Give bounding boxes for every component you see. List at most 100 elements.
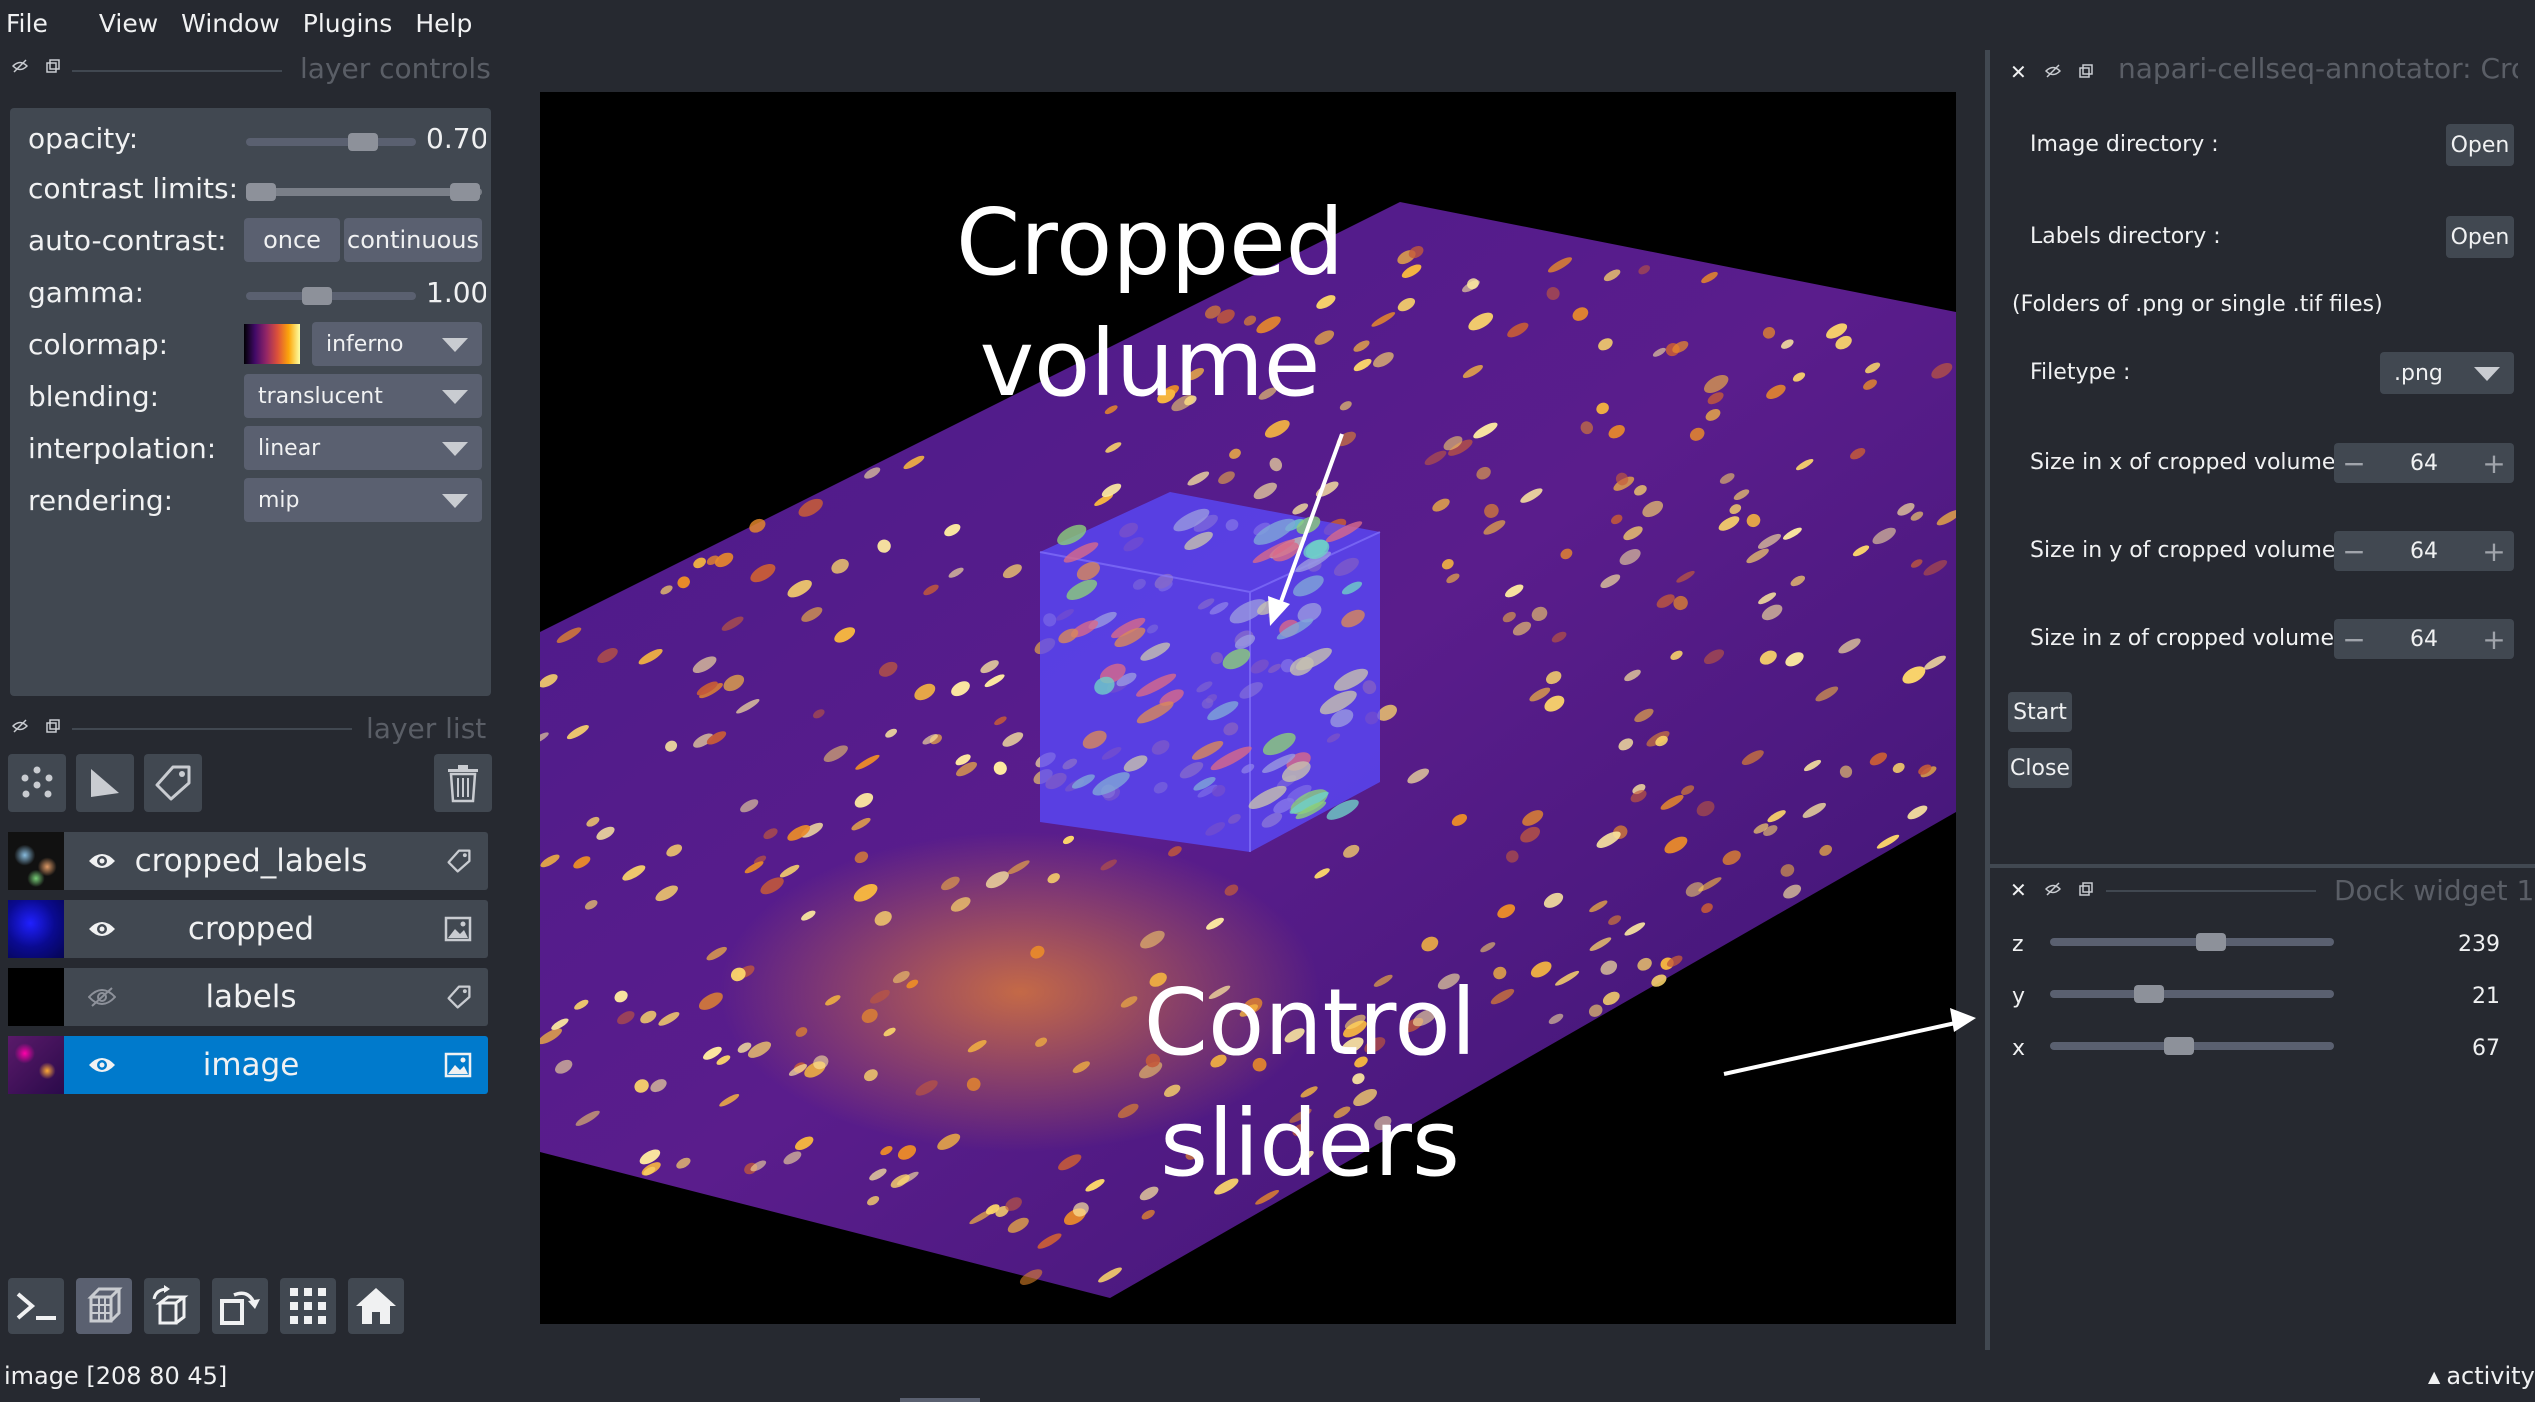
grid-view-button[interactable] (280, 1278, 336, 1334)
new-shapes-layer-button[interactable] (76, 754, 134, 812)
float-dock-icon[interactable] (2079, 63, 2093, 82)
opacity-slider[interactable] (246, 138, 416, 146)
menu-help[interactable]: Help (415, 8, 473, 38)
size-z-spinbox[interactable]: − 64 + (2334, 619, 2514, 659)
size-y-spinbox[interactable]: − 64 + (2334, 531, 2514, 571)
nucleus-blob (950, 897, 971, 912)
eye-off-icon[interactable] (88, 987, 116, 1007)
eye-icon[interactable] (88, 919, 116, 939)
rendering-select[interactable]: mip (244, 478, 482, 522)
blending-select[interactable]: translucent (244, 374, 482, 418)
contrast-min-handle[interactable] (246, 183, 276, 201)
float-dock-icon[interactable] (46, 58, 60, 77)
layer-row-cropped[interactable]: cropped (8, 900, 488, 958)
plus-icon[interactable]: + (2482, 446, 2506, 480)
opacity-slider-handle[interactable] (348, 133, 378, 151)
nucleus-blob (1343, 1020, 1367, 1038)
viewer-canvas[interactable]: Cropped volume Control sliders (540, 92, 1956, 1324)
eye-icon[interactable] (88, 1055, 116, 1075)
size-z-label: Size in z of cropped volume : (2030, 626, 2349, 651)
nucleus-blob (693, 733, 714, 748)
menu-view[interactable]: View (98, 8, 159, 38)
contrast-limits-slider[interactable] (246, 188, 482, 196)
resize-grip[interactable] (900, 1398, 980, 1402)
transpose-dimensions-button[interactable] (212, 1278, 268, 1334)
z-slider[interactable] (2050, 938, 2334, 946)
menu-window[interactable]: Window (181, 8, 280, 38)
open-image-directory-button[interactable]: Open (2446, 124, 2514, 166)
chevron-down-icon (442, 494, 468, 508)
minus-icon[interactable]: − (2342, 446, 2366, 480)
new-labels-layer-button[interactable] (144, 754, 202, 812)
close-button[interactable]: Close (2008, 748, 2072, 788)
reset-view-button[interactable] (348, 1278, 404, 1334)
y-slider[interactable] (2050, 990, 2334, 998)
nucleus-blob (1719, 473, 1735, 484)
plus-icon[interactable]: + (2482, 534, 2506, 568)
nucleus-blob (1292, 1123, 1308, 1137)
nucleus-blob (736, 699, 760, 714)
colormap-select[interactable]: inferno (312, 322, 482, 366)
nucleus-blob (787, 579, 812, 598)
contrast-max-handle[interactable] (450, 183, 480, 201)
annotation-line: Cropped (955, 189, 1345, 296)
auto-contrast-continuous-button[interactable]: continuous (344, 218, 482, 262)
roll-dimensions-button[interactable] (144, 1278, 200, 1334)
size-x-value[interactable]: 64 (2410, 450, 2438, 476)
menu-plugins[interactable]: Plugins (302, 8, 393, 38)
size-x-spinbox[interactable]: − 64 + (2334, 443, 2514, 483)
blending-label: blending: (28, 380, 160, 413)
layer-row-cropped-labels[interactable]: cropped_labels (8, 832, 488, 890)
hide-dock-icon[interactable] (2044, 881, 2061, 900)
console-button[interactable] (8, 1278, 64, 1334)
nucleus-blob (851, 817, 871, 831)
hide-dock-icon[interactable] (11, 58, 29, 77)
float-dock-icon[interactable] (2079, 881, 2093, 900)
size-z-value[interactable]: 64 (2410, 626, 2438, 652)
hide-dock-icon[interactable] (11, 718, 29, 737)
new-points-layer-button[interactable] (8, 754, 66, 812)
nucleus-blob (676, 1157, 691, 1169)
layer-name[interactable]: cropped_labels (134, 843, 368, 879)
open-labels-directory-button[interactable]: Open (2446, 216, 2514, 258)
interpolation-select[interactable]: linear (244, 426, 482, 470)
nucleus-blob (1473, 422, 1498, 439)
minus-icon[interactable]: − (2342, 534, 2366, 568)
close-icon[interactable]: ✕ (2010, 60, 2027, 84)
start-button[interactable]: Start (2008, 692, 2072, 732)
hide-dock-icon[interactable] (2044, 63, 2061, 82)
auto-contrast-once-button[interactable]: once (244, 218, 340, 262)
layer-name[interactable]: image (202, 1047, 300, 1083)
gamma-value[interactable]: 1.00 (426, 276, 486, 309)
menu-file[interactable]: File (6, 8, 48, 38)
x-slider-handle[interactable] (2164, 1037, 2194, 1055)
nucleus-blob (1186, 368, 1205, 381)
close-icon[interactable]: ✕ (2010, 878, 2027, 902)
layer-row-image[interactable]: image (8, 1036, 488, 1094)
layer-name[interactable]: labels (205, 979, 297, 1015)
plus-icon[interactable]: + (2482, 622, 2506, 656)
opacity-value[interactable]: 0.70 (426, 122, 486, 155)
size-y-value[interactable]: 64 (2410, 538, 2438, 564)
layer-row-labels[interactable]: labels (8, 968, 488, 1026)
activity-label: activity (2446, 1362, 2535, 1390)
minus-icon[interactable]: − (2342, 622, 2366, 656)
cube-3d-icon (87, 1287, 123, 1323)
z-slider-handle[interactable] (2196, 933, 2226, 951)
delete-layer-button[interactable] (434, 754, 492, 812)
y-value: 21 (2472, 984, 2500, 1009)
gamma-slider-handle[interactable] (302, 287, 332, 305)
y-slider-handle[interactable] (2134, 985, 2164, 1003)
nucleus-blob (922, 734, 938, 745)
float-dock-icon[interactable] (46, 718, 60, 737)
nucleus-blob (1058, 1154, 1082, 1171)
dock-splitter[interactable] (1985, 50, 1990, 1350)
label-blob (1262, 732, 1296, 756)
activity-button[interactable]: ▲ activity (2428, 1362, 2535, 1390)
filetype-select[interactable]: .png (2380, 352, 2514, 394)
nucleus-blob (1551, 631, 1567, 643)
eye-icon[interactable] (88, 851, 116, 871)
nucleus-blob (1602, 991, 1620, 1006)
toggle-ndisplay-button[interactable] (76, 1278, 132, 1334)
layer-name[interactable]: cropped (187, 911, 315, 947)
